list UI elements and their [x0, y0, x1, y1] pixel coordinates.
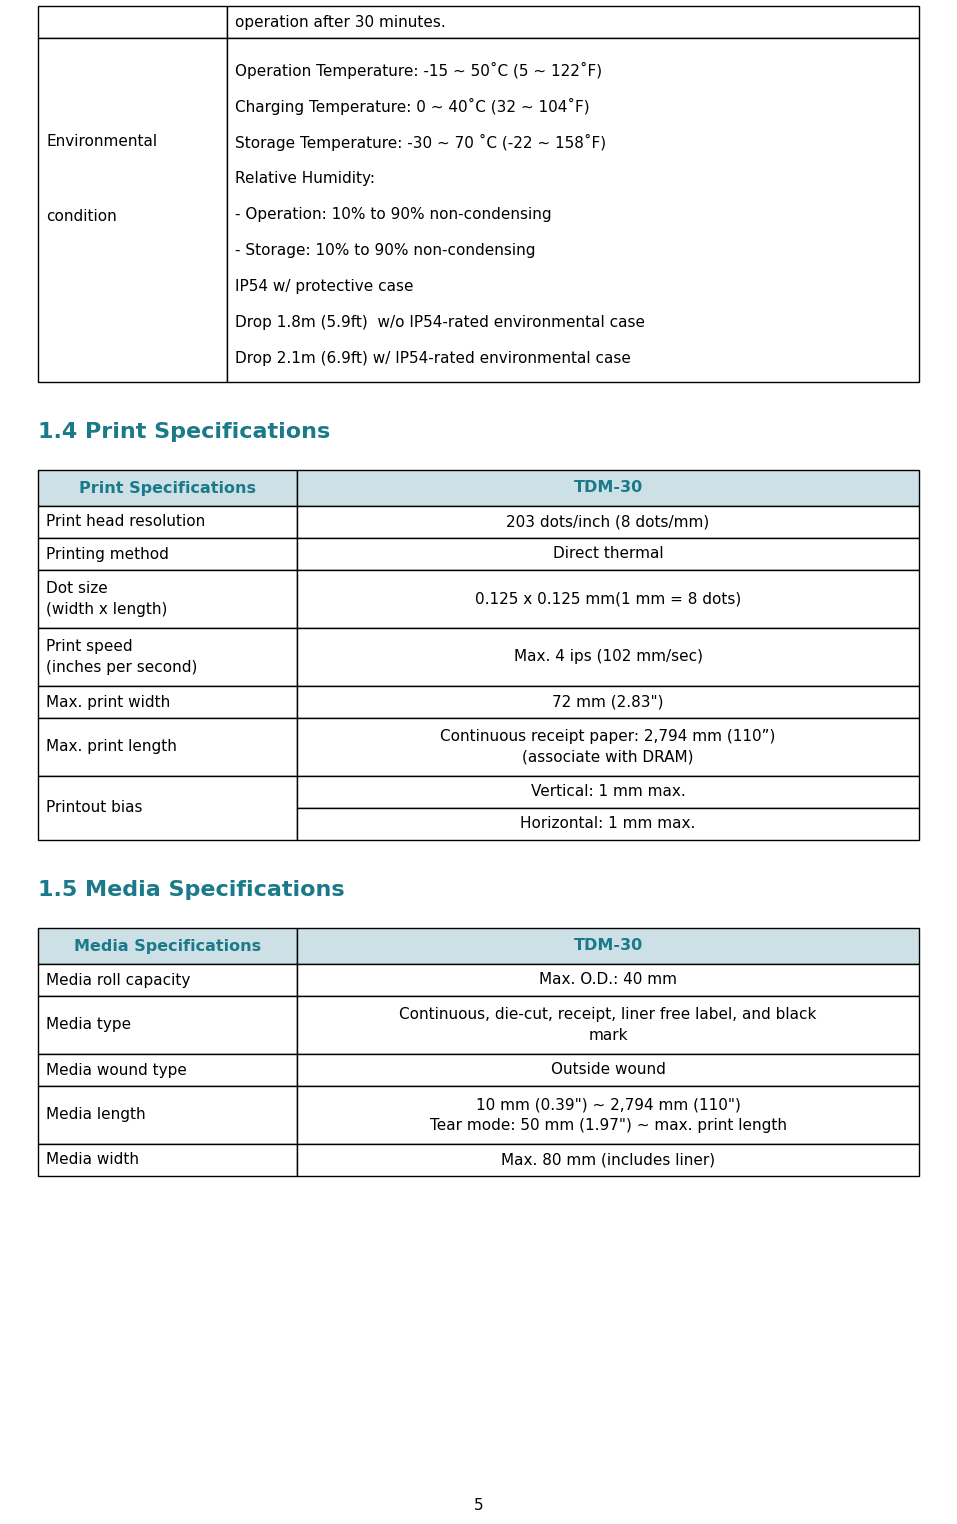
Text: Dot size
(width x length): Dot size (width x length)	[46, 581, 167, 617]
Bar	[38, 570, 297, 628]
Text: Outside wound: Outside wound	[550, 1062, 665, 1077]
Text: operation after 30 minutes.: operation after 30 minutes.	[235, 15, 446, 29]
Text: Media roll capacity: Media roll capacity	[46, 972, 190, 988]
Text: TDM-30: TDM-30	[573, 939, 642, 954]
Text: Operation Temperature: -15 ~ 50˚C (5 ~ 122˚F): Operation Temperature: -15 ~ 50˚C (5 ~ 1…	[235, 61, 602, 79]
Text: Drop 2.1m (6.9ft) w/ IP54-rated environmental case: Drop 2.1m (6.9ft) w/ IP54-rated environm…	[235, 351, 631, 366]
Bar	[297, 1145, 919, 1177]
Bar	[38, 1145, 297, 1177]
Bar	[297, 1055, 919, 1087]
Text: Printing method: Printing method	[46, 547, 168, 561]
Text: 0.125 x 0.125 mm(1 mm = 8 dots): 0.125 x 0.125 mm(1 mm = 8 dots)	[475, 591, 741, 607]
Text: - Storage: 10% to 90% non-condensing: - Storage: 10% to 90% non-condensing	[235, 242, 536, 258]
Text: Media type: Media type	[46, 1018, 131, 1032]
Text: Max. O.D.: 40 mm: Max. O.D.: 40 mm	[539, 972, 677, 988]
Bar	[297, 808, 919, 840]
Text: Drop 1.8m (5.9ft)  w/o IP54-rated environmental case: Drop 1.8m (5.9ft) w/o IP54-rated environ…	[235, 314, 645, 329]
Bar	[38, 1055, 297, 1087]
Text: 10 mm (0.39") ~ 2,794 mm (110")
Tear mode: 50 mm (1.97") ~ max. print length: 10 mm (0.39") ~ 2,794 mm (110") Tear mod…	[430, 1097, 787, 1132]
Text: Printout bias: Printout bias	[46, 800, 143, 815]
Bar	[297, 570, 919, 628]
Text: Max. print length: Max. print length	[46, 739, 177, 754]
Text: TDM-30: TDM-30	[573, 480, 642, 495]
Bar	[297, 538, 919, 570]
Bar	[38, 6, 227, 38]
Text: Horizontal: 1 mm max.: Horizontal: 1 mm max.	[521, 817, 696, 832]
Text: Continuous receipt paper: 2,794 mm (110”)
(associate with DRAM): Continuous receipt paper: 2,794 mm (110”…	[440, 728, 776, 765]
Text: Environmental: Environmental	[46, 134, 157, 149]
Text: Media wound type: Media wound type	[46, 1062, 187, 1077]
Text: condition: condition	[46, 209, 117, 224]
Text: Max. 4 ips (102 mm/sec): Max. 4 ips (102 mm/sec)	[514, 649, 702, 664]
Bar	[297, 997, 919, 1055]
Bar	[297, 469, 919, 506]
Text: 203 dots/inch (8 dots/mm): 203 dots/inch (8 dots/mm)	[506, 515, 710, 529]
Text: 72 mm (2.83"): 72 mm (2.83")	[552, 695, 664, 710]
Bar	[38, 38, 227, 383]
Text: Vertical: 1 mm max.: Vertical: 1 mm max.	[530, 785, 685, 800]
Bar	[38, 506, 297, 538]
Text: IP54 w/ protective case: IP54 w/ protective case	[235, 279, 413, 294]
Bar	[38, 686, 297, 718]
Bar	[38, 776, 297, 840]
Text: Charging Temperature: 0 ~ 40˚C (32 ~ 104˚F): Charging Temperature: 0 ~ 40˚C (32 ~ 104…	[235, 98, 590, 114]
Bar	[38, 1087, 297, 1145]
Text: 1.5 Media Specifications: 1.5 Media Specifications	[38, 879, 345, 901]
Bar	[38, 928, 297, 965]
Text: Storage Temperature: -30 ~ 70 ˚C (-22 ~ 158˚F): Storage Temperature: -30 ~ 70 ˚C (-22 ~ …	[235, 134, 606, 151]
Text: 1.4 Print Specifications: 1.4 Print Specifications	[38, 422, 330, 442]
Bar	[38, 538, 297, 570]
Bar	[38, 628, 297, 686]
Text: Print head resolution: Print head resolution	[46, 515, 205, 529]
Bar	[38, 718, 297, 776]
Bar	[297, 928, 919, 965]
Text: - Operation: 10% to 90% non-condensing: - Operation: 10% to 90% non-condensing	[235, 206, 551, 221]
Text: Max. 80 mm (includes liner): Max. 80 mm (includes liner)	[501, 1152, 715, 1167]
Text: Print Specifications: Print Specifications	[79, 480, 256, 495]
Bar	[297, 718, 919, 776]
Bar	[38, 965, 297, 997]
Bar	[297, 686, 919, 718]
Bar	[297, 1087, 919, 1145]
Text: Media width: Media width	[46, 1152, 139, 1167]
Text: 5: 5	[474, 1498, 483, 1513]
Bar	[297, 628, 919, 686]
Bar	[38, 469, 297, 506]
Bar	[38, 997, 297, 1055]
Text: Relative Humidity:: Relative Humidity:	[235, 171, 375, 186]
Text: Media length: Media length	[46, 1108, 145, 1123]
Bar	[227, 6, 919, 38]
Bar	[227, 38, 919, 383]
Text: Print speed
(inches per second): Print speed (inches per second)	[46, 639, 197, 675]
Text: Direct thermal: Direct thermal	[553, 547, 663, 561]
Bar	[297, 965, 919, 997]
Text: Media Specifications: Media Specifications	[74, 939, 261, 954]
Bar	[297, 506, 919, 538]
Bar	[297, 776, 919, 808]
Text: Max. print width: Max. print width	[46, 695, 170, 710]
Text: Continuous, die-cut, receipt, liner free label, and black
mark: Continuous, die-cut, receipt, liner free…	[399, 1007, 816, 1042]
